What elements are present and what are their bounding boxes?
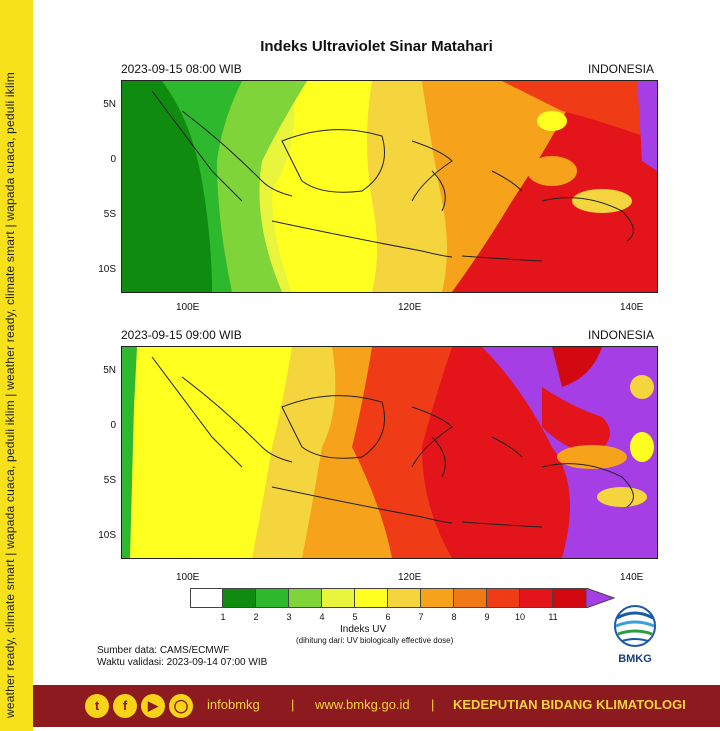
colorbar-cell: [223, 588, 256, 608]
colorbar-tick: 2: [253, 612, 259, 622]
map1-xtick-100e: 100E: [176, 302, 200, 313]
colorbar-tick: 8: [451, 612, 457, 622]
footer-separator: |: [291, 697, 295, 712]
colorbar-cell: [454, 588, 487, 608]
map1-ytick-5n: 5N: [103, 99, 116, 110]
bmkg-logo: BMKG: [610, 604, 660, 665]
colorbar-tick: 7: [418, 612, 424, 622]
map2-region: INDONESIA: [588, 328, 655, 342]
footer-bar: t f ▶ ◯ infobmkg | www.bmkg.go.id | KEDE…: [33, 685, 720, 727]
colorbar-cell: [256, 588, 289, 608]
instagram-icon[interactable]: ◯: [169, 694, 193, 718]
colorbar-tick: 10: [514, 612, 525, 622]
map1-ytick-5s: 5S: [103, 209, 116, 220]
youtube-icon[interactable]: ▶: [141, 694, 165, 718]
map2-ytick-5n: 5N: [103, 365, 116, 376]
colorbar-cell: [487, 588, 520, 608]
colorbar-sublabel: (dihitung dari: UV biologically effectiv…: [296, 636, 454, 645]
bmkg-emblem-icon: [614, 605, 656, 647]
colorbar-tick: 6: [385, 612, 391, 622]
map2-ytick-5s: 5S: [103, 475, 116, 486]
colorbar-cell: [190, 588, 223, 608]
map2-xtick-140e: 140E: [620, 572, 644, 583]
footer-handle[interactable]: infobmkg: [207, 697, 260, 712]
slogan-sidebar: weather ready, climate smart | wapada cu…: [0, 0, 33, 731]
facebook-icon[interactable]: f: [113, 694, 137, 718]
footer-separator: |: [431, 697, 435, 712]
colorbar-cell: [355, 588, 388, 608]
colorbar-cell: [520, 588, 553, 608]
bmkg-logo-text: BMKG: [618, 653, 652, 665]
colorbar-tick: 5: [352, 612, 358, 622]
colorbar-cell: [289, 588, 322, 608]
map1-region: INDONESIA: [588, 62, 655, 76]
colorbar-tick: 11: [548, 612, 558, 622]
colorbar-label: Indeks UV: [340, 624, 387, 635]
footer-website[interactable]: www.bmkg.go.id: [315, 697, 410, 712]
colorbar-cell: [388, 588, 421, 608]
map1-xtick-120e: 120E: [398, 302, 422, 313]
page-title: Indeks Ultraviolet Sinar Matahari: [260, 38, 493, 55]
map2-xtick-120e: 120E: [398, 572, 422, 583]
colorbar-tick: 3: [286, 612, 292, 622]
colorbar-tick: 4: [319, 612, 325, 622]
colorbar-arrow: [586, 588, 616, 608]
twitter-icon[interactable]: t: [85, 694, 109, 718]
colorbar-cell: [421, 588, 454, 608]
map1-datetime: 2023-09-15 08:00 WIB: [121, 62, 242, 76]
map1-ytick-10s: 10S: [98, 264, 116, 275]
uv-map-0800: [121, 80, 658, 293]
validity-note: Waktu validasi: 2023-09-14 07:00 WIB: [97, 657, 268, 668]
map2-ytick-10s: 10S: [98, 530, 116, 541]
colorbar-tick: 1: [220, 612, 226, 622]
map2-xtick-100e: 100E: [176, 572, 200, 583]
slogan-text: weather ready, climate smart | wapada cu…: [3, 72, 17, 718]
colorbar-cell: [322, 588, 355, 608]
map2-datetime: 2023-09-15 09:00 WIB: [121, 328, 242, 342]
source-note: Sumber data: CAMS/ECMWF: [97, 645, 230, 656]
footer-org: KEDEPUTIAN BIDANG KLIMATOLOGI: [453, 697, 686, 712]
colorbar-cell: [553, 588, 586, 608]
map1-xtick-140e: 140E: [620, 302, 644, 313]
map2-ytick-0: 0: [110, 420, 116, 431]
map1-ytick-0: 0: [110, 154, 116, 165]
colorbar-tick: 9: [484, 612, 490, 622]
uv-map-0900: [121, 346, 658, 559]
